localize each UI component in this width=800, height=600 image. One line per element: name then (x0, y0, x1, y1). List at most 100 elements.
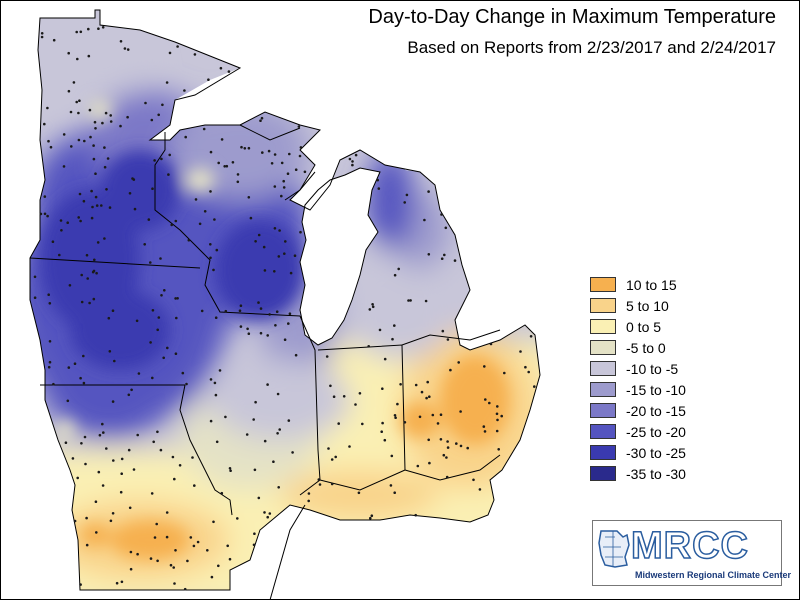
station-dot (159, 257, 162, 260)
station-dot (92, 297, 96, 301)
station-dot (104, 111, 108, 115)
legend-swatch (590, 319, 616, 334)
station-dot (202, 127, 206, 131)
station-dot (249, 216, 253, 220)
station-dot (101, 422, 104, 426)
station-dot (342, 395, 346, 398)
station-dot (149, 341, 152, 344)
station-dot (101, 121, 104, 125)
station-dot (428, 395, 431, 399)
station-dot (299, 146, 303, 149)
station-dot (399, 383, 402, 386)
station-dot (266, 383, 269, 386)
station-dot (98, 433, 102, 437)
legend-swatch (590, 466, 616, 481)
station-dot (277, 255, 281, 258)
station-dot (484, 398, 487, 401)
station-dot (151, 187, 154, 190)
station-dot (163, 289, 166, 292)
station-dot (260, 116, 264, 120)
lake-superior (170, 58, 280, 130)
station-dot (194, 198, 198, 201)
station-dot (93, 120, 97, 124)
station-dot (136, 552, 139, 556)
station-dot (446, 338, 450, 341)
station-dot (488, 401, 491, 405)
station-dot (108, 206, 112, 209)
station-dot (73, 519, 77, 523)
station-dot (97, 27, 100, 31)
station-dot (396, 402, 399, 406)
station-dot (119, 40, 123, 43)
station-dot (94, 500, 98, 504)
station-dot (267, 149, 271, 153)
station-dot (203, 210, 207, 213)
legend-swatch (590, 445, 616, 460)
station-dot (130, 388, 133, 392)
station-dot (459, 444, 463, 448)
legend: 10 to 15 5 to 10 0 to 5 -5 to 0 -10 to -… (590, 274, 686, 484)
station-dot (151, 309, 155, 312)
legend-label: -35 to -30 (626, 465, 686, 482)
station-dot (459, 410, 462, 413)
station-dot (252, 543, 256, 547)
station-dot (105, 188, 108, 191)
logo-text: MRCC (630, 524, 749, 568)
station-dot (157, 113, 160, 117)
station-dot (223, 165, 226, 168)
station-dot (209, 150, 213, 154)
station-dot (354, 403, 357, 406)
station-dot (84, 462, 87, 466)
station-dot (209, 419, 213, 423)
station-dot (95, 531, 98, 534)
station-dot (217, 564, 220, 568)
station-dot (367, 345, 371, 348)
station-dot (174, 352, 178, 356)
station-dot (143, 243, 146, 246)
station-dot (330, 458, 334, 461)
station-dot (78, 192, 82, 196)
station-dot (92, 269, 96, 273)
station-dot (273, 227, 277, 230)
station-dot (129, 567, 133, 571)
station-dot (228, 557, 232, 561)
station-dot (73, 362, 77, 366)
station-dot (519, 350, 522, 353)
station-dot (68, 284, 72, 287)
station-dot (193, 484, 196, 487)
legend-label: -10 to -5 (626, 360, 679, 377)
station-dot (88, 301, 91, 305)
station-dot (153, 159, 156, 162)
station-dot (89, 135, 92, 139)
station-dot (77, 138, 81, 142)
station-dot (270, 162, 274, 165)
station-dot (503, 371, 506, 375)
station-dot (79, 219, 82, 223)
station-dot (303, 170, 307, 174)
station-dot (478, 488, 482, 491)
station-dot (416, 464, 420, 468)
station-dot (109, 114, 112, 117)
station-dot (132, 468, 136, 471)
station-dot (43, 212, 47, 216)
station-dot (282, 186, 286, 189)
station-dot (33, 296, 37, 300)
legend-swatch (590, 382, 616, 397)
station-dot (52, 382, 55, 386)
legend-item: -30 to -25 (590, 442, 686, 463)
station-dot (105, 447, 108, 450)
station-dot (79, 583, 82, 586)
station-dot (423, 218, 426, 222)
lake-michigan (299, 167, 381, 346)
station-dot (330, 482, 334, 486)
station-dot (137, 372, 141, 375)
station-dot (289, 271, 293, 275)
station-dot (157, 316, 161, 319)
station-dot (278, 428, 282, 431)
legend-item: -5 to 0 (590, 337, 686, 358)
station-dot (119, 124, 122, 128)
station-dot (217, 161, 220, 165)
station-dot (51, 240, 55, 243)
station-dot (147, 218, 151, 221)
